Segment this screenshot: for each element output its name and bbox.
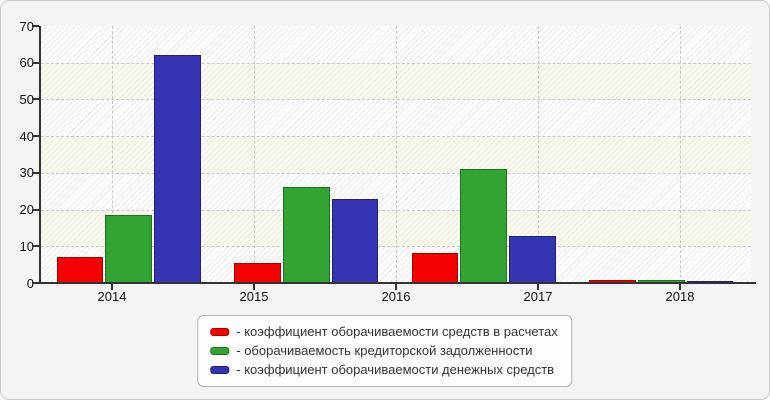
y-tick-label: 70 — [19, 18, 34, 34]
legend-label: - оборачиваемость кредиторской задолженн… — [236, 343, 533, 358]
x-tick-label: 2014 — [97, 289, 127, 304]
y-tick-mark — [32, 282, 39, 284]
bar-green — [282, 186, 330, 283]
y-axis-line — [39, 26, 41, 284]
legend-item: - коэффициент оборачиваемости средств в … — [210, 324, 558, 340]
bar-red — [56, 257, 104, 283]
bar-green — [460, 169, 508, 283]
legend: - коэффициент оборачиваемости средств в … — [197, 315, 573, 387]
y-tick-label: 40 — [19, 128, 34, 144]
legend-swatch-blue-icon — [210, 366, 230, 374]
x-tick-mark — [395, 284, 397, 290]
x-tick-label: 2018 — [665, 289, 695, 304]
bar-red — [411, 252, 459, 283]
y-tick-mark — [32, 135, 39, 138]
y-tick-label: 50 — [19, 91, 34, 107]
x-tick-mark — [111, 284, 113, 290]
x-tick-mark — [253, 284, 255, 290]
y-tick-label: 60 — [19, 55, 34, 71]
y-tick-mark — [32, 208, 39, 211]
x-tick-mark — [679, 284, 681, 290]
x-tick-label: 2017 — [523, 289, 553, 304]
y-tick-label: 10 — [19, 238, 34, 254]
x-tick-label: 2016 — [381, 289, 411, 304]
grid-line-v — [112, 26, 113, 283]
y-tick-label: 20 — [19, 202, 34, 218]
y-tick-mark — [32, 25, 39, 27]
bar-red — [234, 263, 281, 283]
y-tick-mark — [32, 171, 39, 174]
bar-blue — [509, 236, 556, 283]
y-tick-mark — [32, 61, 39, 64]
x-axis-line — [37, 282, 756, 284]
legend-item: - коэффициент оборачиваемости денежных с… — [210, 362, 557, 378]
legend-label: - коэффициент оборачиваемости средств в … — [236, 324, 558, 339]
y-tick-label: 0 — [26, 275, 34, 291]
x-tick-mark — [537, 284, 539, 290]
y-tick-mark — [32, 245, 39, 248]
bar-blue — [154, 55, 201, 283]
x-tick-label: 2015 — [239, 289, 269, 304]
grid-line-v — [254, 26, 255, 283]
grid-line-v — [396, 26, 397, 283]
legend-label: - коэффициент оборачиваемости денежных с… — [236, 362, 555, 377]
bar-green — [105, 215, 153, 283]
y-tick-mark — [32, 98, 39, 101]
y-tick-label: 30 — [19, 165, 34, 181]
grid-line-v — [538, 26, 539, 283]
plot-area — [41, 26, 751, 283]
legend-swatch-red-icon — [210, 328, 230, 336]
bar-blue — [331, 199, 379, 283]
legend-swatch-green-icon — [210, 347, 230, 355]
legend-item: - оборачиваемость кредиторской задолженн… — [210, 343, 557, 359]
grid-line-v — [680, 26, 681, 283]
